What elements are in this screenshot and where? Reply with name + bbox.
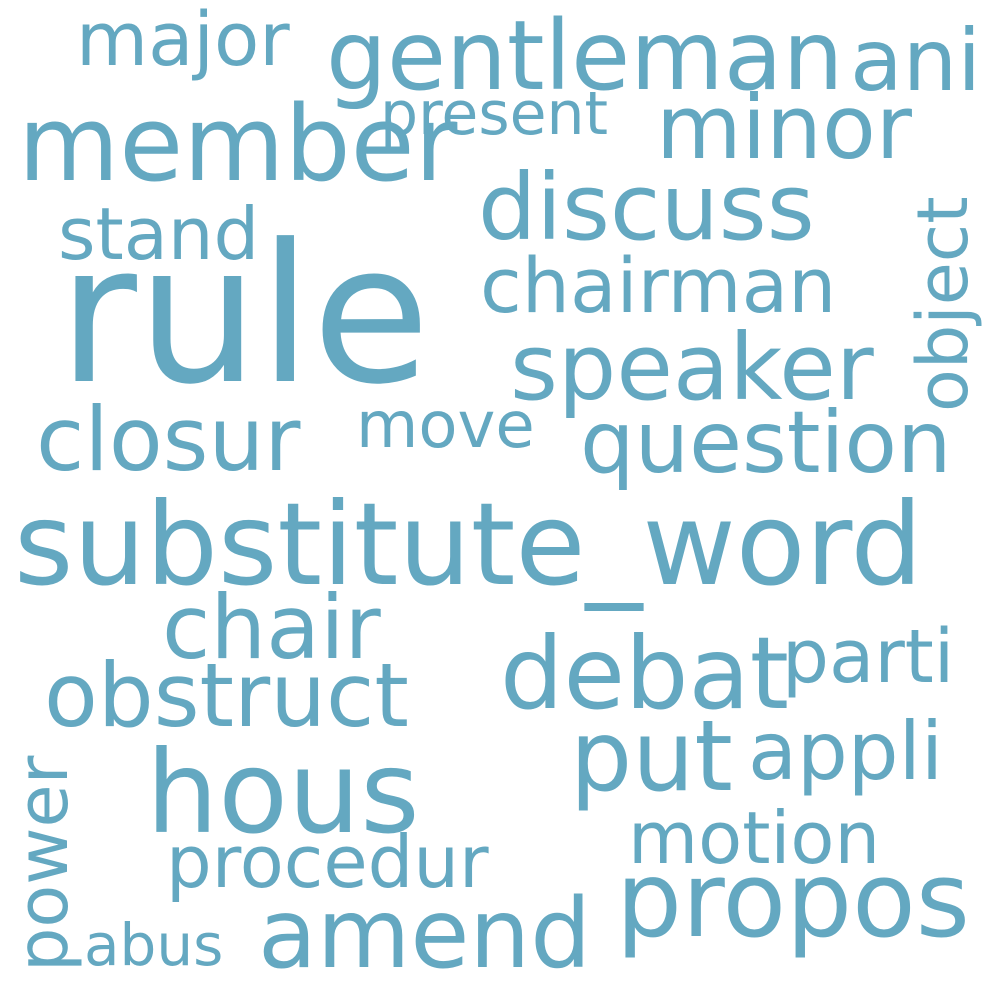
word-appli: appli: [748, 705, 944, 798]
word-rule: rule: [58, 204, 431, 427]
word-abus: abus: [84, 911, 224, 979]
word-debat: debat: [500, 615, 789, 732]
word-major: major: [76, 0, 290, 83]
word-move: move: [356, 389, 535, 463]
word-closur: closur: [36, 388, 301, 491]
word-object: object: [902, 196, 984, 412]
word-hous: hous: [146, 726, 420, 859]
word-member: member: [18, 83, 458, 205]
word-present: present: [380, 79, 609, 149]
word-minor: minor: [656, 76, 912, 179]
word-substitute-word: substitute_word: [14, 478, 923, 611]
word-procedur: procedur: [166, 820, 489, 904]
word-stand: stand: [58, 192, 260, 276]
word-speaker: speaker: [510, 314, 874, 421]
word-obstruct: obstruct: [44, 644, 409, 747]
word-question: question: [580, 393, 952, 493]
word-chair: chair: [162, 576, 381, 679]
word-discuss: discuss: [478, 154, 815, 261]
word-put: put: [570, 700, 733, 814]
word-propos: propos: [616, 839, 970, 961]
word-ani: ani: [850, 11, 982, 111]
word-power: power: [2, 755, 84, 972]
word-chairman: chairman: [480, 241, 837, 330]
word-amend: amend: [258, 878, 592, 990]
word-motion: motion: [628, 796, 881, 880]
word-gentleman: gentleman: [326, 0, 844, 112]
word-parti: parti: [782, 614, 955, 700]
